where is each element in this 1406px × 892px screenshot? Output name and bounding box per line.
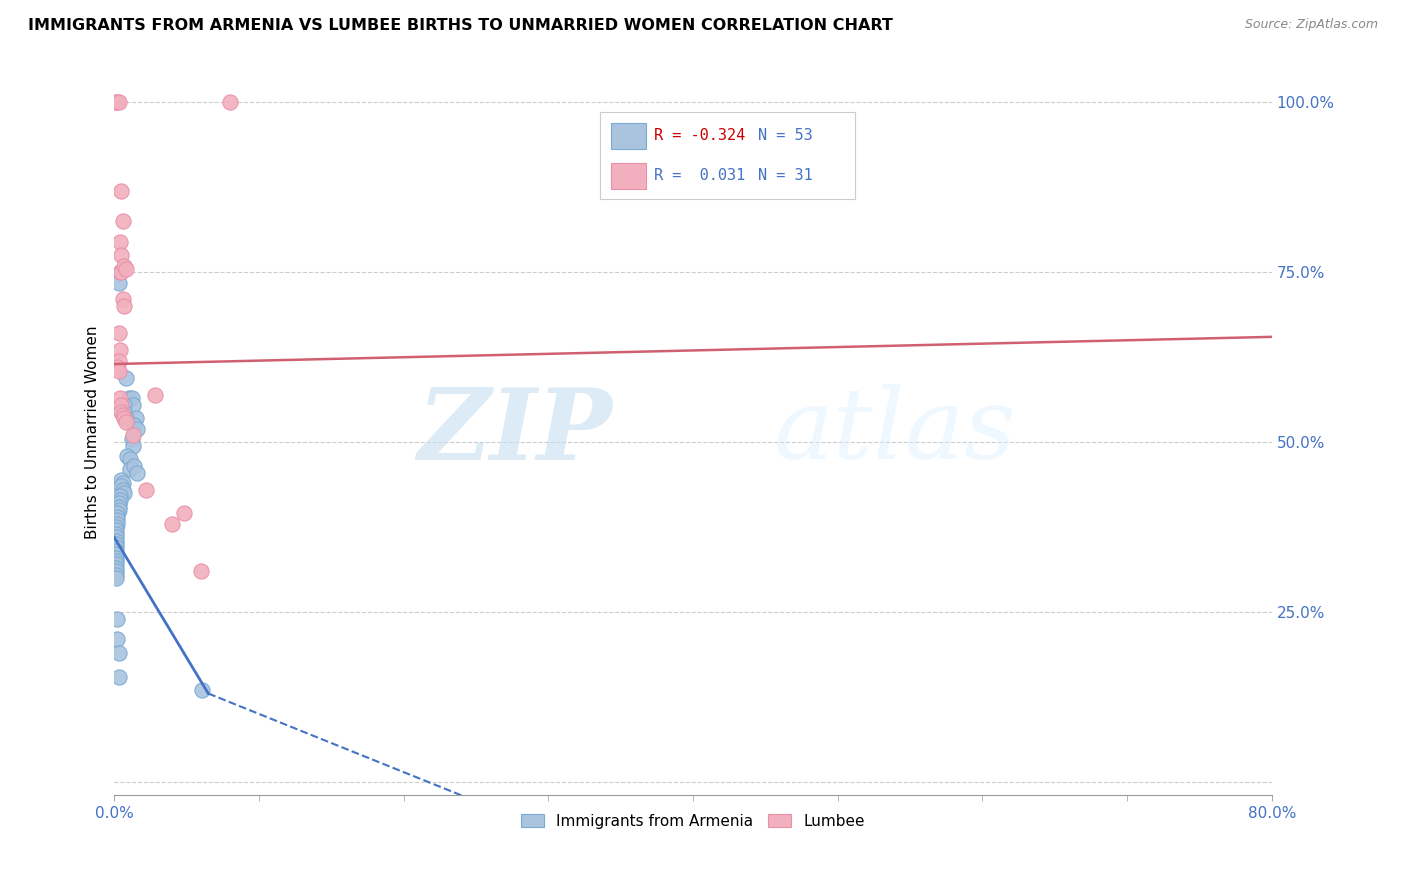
- Point: [104, 561, 127, 575]
- Point: [107, 276, 129, 290]
- Point: [110, 473, 132, 487]
- Point: [108, 235, 131, 249]
- Point: [107, 500, 129, 514]
- Point: [108, 490, 131, 504]
- Point: [135, 483, 157, 497]
- Point: [105, 632, 128, 647]
- Point: [127, 421, 149, 435]
- Point: [120, 462, 142, 476]
- Point: [112, 404, 135, 418]
- Point: [110, 184, 132, 198]
- Point: [122, 438, 145, 452]
- Point: [104, 564, 127, 578]
- Point: [104, 524, 127, 538]
- Text: IMMIGRANTS FROM ARMENIA VS LUMBEE BIRTHS TO UNMARRIED WOMEN CORRELATION CHART: IMMIGRANTS FROM ARMENIA VS LUMBEE BIRTHS…: [28, 18, 893, 33]
- Point: [173, 507, 195, 521]
- Point: [108, 343, 131, 358]
- Point: [114, 261, 136, 276]
- Point: [104, 541, 127, 555]
- Point: [111, 483, 134, 497]
- Point: [104, 558, 127, 572]
- Point: [219, 95, 242, 110]
- Point: [121, 432, 143, 446]
- Point: [107, 326, 129, 341]
- Point: [105, 507, 128, 521]
- Point: [120, 452, 142, 467]
- Point: [107, 646, 129, 660]
- Point: [124, 458, 146, 473]
- Point: [110, 265, 132, 279]
- Text: ZIP: ZIP: [418, 384, 612, 480]
- Point: [105, 612, 128, 626]
- Point: [107, 353, 129, 368]
- Point: [118, 391, 141, 405]
- Point: [112, 486, 135, 500]
- Point: [108, 492, 131, 507]
- Point: [107, 364, 129, 378]
- Point: [107, 503, 129, 517]
- Point: [104, 550, 127, 565]
- Point: [112, 411, 135, 425]
- Point: [110, 248, 132, 262]
- Point: [114, 415, 136, 429]
- Point: [105, 95, 128, 110]
- Point: [105, 509, 128, 524]
- Point: [143, 387, 166, 401]
- Point: [107, 496, 129, 510]
- Text: Source: ZipAtlas.com: Source: ZipAtlas.com: [1244, 18, 1378, 31]
- Point: [107, 669, 129, 683]
- Point: [111, 475, 134, 490]
- Point: [112, 398, 135, 412]
- Point: [105, 360, 128, 375]
- Point: [110, 479, 132, 493]
- Point: [110, 404, 132, 418]
- Point: [111, 214, 134, 228]
- Point: [114, 411, 136, 425]
- Point: [104, 530, 127, 544]
- Point: [110, 398, 132, 412]
- Point: [104, 567, 127, 582]
- Point: [112, 299, 135, 313]
- Point: [108, 265, 131, 279]
- Point: [112, 259, 135, 273]
- Point: [125, 411, 148, 425]
- Point: [115, 449, 138, 463]
- Point: [122, 398, 145, 412]
- Point: [104, 571, 127, 585]
- Point: [104, 95, 127, 110]
- Point: [104, 533, 127, 548]
- Legend: Immigrants from Armenia, Lumbee: Immigrants from Armenia, Lumbee: [515, 808, 872, 835]
- Y-axis label: Births to Unmarried Women: Births to Unmarried Women: [86, 326, 100, 539]
- Text: atlas: atlas: [775, 384, 1017, 480]
- Point: [104, 547, 127, 561]
- Point: [104, 520, 127, 534]
- Point: [108, 391, 131, 405]
- Point: [104, 526, 127, 541]
- Point: [105, 516, 128, 531]
- Point: [104, 554, 127, 568]
- Point: [191, 683, 214, 698]
- Point: [104, 537, 127, 551]
- Point: [124, 418, 146, 433]
- Point: [111, 408, 134, 422]
- Point: [107, 95, 129, 110]
- Point: [105, 513, 128, 527]
- Point: [190, 564, 212, 578]
- Point: [114, 370, 136, 384]
- Point: [104, 544, 127, 558]
- Point: [127, 466, 149, 480]
- Point: [122, 428, 145, 442]
- Point: [121, 391, 143, 405]
- Point: [111, 293, 134, 307]
- Point: [160, 516, 183, 531]
